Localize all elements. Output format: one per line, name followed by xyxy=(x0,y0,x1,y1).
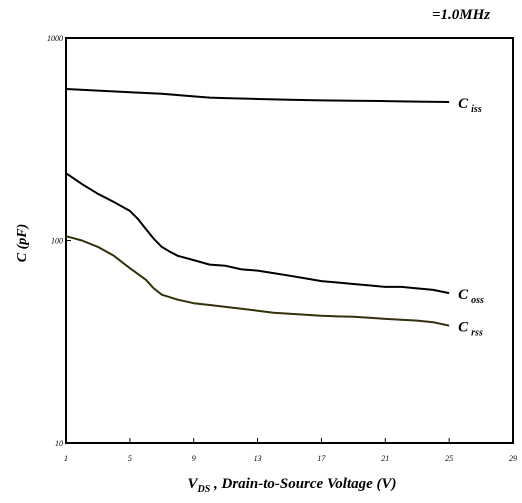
series-label-main: C xyxy=(458,287,469,303)
series-label-sub: iss xyxy=(471,104,482,115)
series-label-sub: oss xyxy=(471,295,484,306)
y-tick-label: 100 xyxy=(51,237,63,246)
series-label-sub: rss xyxy=(471,328,483,339)
x-tick-label: 25 xyxy=(445,454,453,463)
x-tick-label: 17 xyxy=(317,454,326,463)
x-axis-title-main: V xyxy=(187,476,199,492)
x-axis-title-rest: , Drain-to-Source Voltage (V) xyxy=(210,476,396,492)
x-tick-label: 13 xyxy=(254,454,262,463)
y-tick-label: 10 xyxy=(55,439,63,448)
x-axis-title-sub: DS xyxy=(196,484,210,495)
x-tick-label: 21 xyxy=(381,454,389,463)
x-tick-label: 5 xyxy=(128,454,132,463)
y-axis-title: C (pF) xyxy=(15,224,30,263)
series-label-main: C xyxy=(458,96,469,112)
x-tick-label: 1 xyxy=(64,454,68,463)
x-axis-title: VDS , Drain-to-Source Voltage (V) xyxy=(187,476,396,495)
series-line-oss xyxy=(65,172,450,295)
y-tick-label: 1000 xyxy=(47,34,63,43)
x-tick-label: 29 xyxy=(509,454,517,463)
series-line-rss xyxy=(65,235,450,327)
axis-ticks: 1 5 9 13 17 21 25 29 10 100 1000 xyxy=(47,34,517,463)
plot-frame xyxy=(65,37,514,444)
x-tick-label: 9 xyxy=(192,454,196,463)
test-condition-text: =1.0MHz xyxy=(432,7,490,23)
series-layer xyxy=(65,88,450,327)
series-label-main: C xyxy=(458,320,469,336)
series-line-iss xyxy=(65,88,450,103)
